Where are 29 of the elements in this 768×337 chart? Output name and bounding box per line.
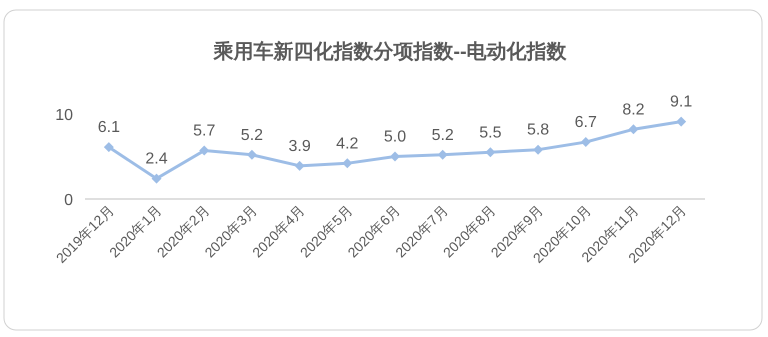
point xyxy=(390,152,400,162)
point xyxy=(199,146,210,156)
point xyxy=(628,124,638,134)
data-label: 5.2 xyxy=(432,126,454,144)
title: 乘用车新四化指数分项指数--电动化指数 xyxy=(213,41,567,63)
point xyxy=(104,142,114,152)
data-label: 5.7 xyxy=(193,122,216,140)
data-label: 6.7 xyxy=(574,114,597,132)
data-label: 2.4 xyxy=(145,150,168,168)
data-label: 4.2 xyxy=(336,135,359,152)
data-label: 5.0 xyxy=(384,128,406,146)
point xyxy=(485,147,496,158)
data-label: 5.5 xyxy=(479,124,502,142)
data-label: 5.2 xyxy=(240,126,264,144)
point xyxy=(438,150,448,160)
point xyxy=(152,174,162,184)
y-tick-label: 10 xyxy=(55,107,74,124)
point xyxy=(533,144,544,155)
point xyxy=(294,160,305,171)
data-label: 8.2 xyxy=(622,101,645,118)
data-label: 3.9 xyxy=(288,138,311,155)
point xyxy=(580,137,591,148)
point xyxy=(676,116,686,127)
y-tick-label: 0 xyxy=(64,192,74,209)
point xyxy=(342,158,352,168)
data-label: 6.1 xyxy=(98,119,120,136)
point xyxy=(246,150,257,160)
data-label: 5.8 xyxy=(526,122,550,139)
data-label: 9.1 xyxy=(670,94,692,111)
